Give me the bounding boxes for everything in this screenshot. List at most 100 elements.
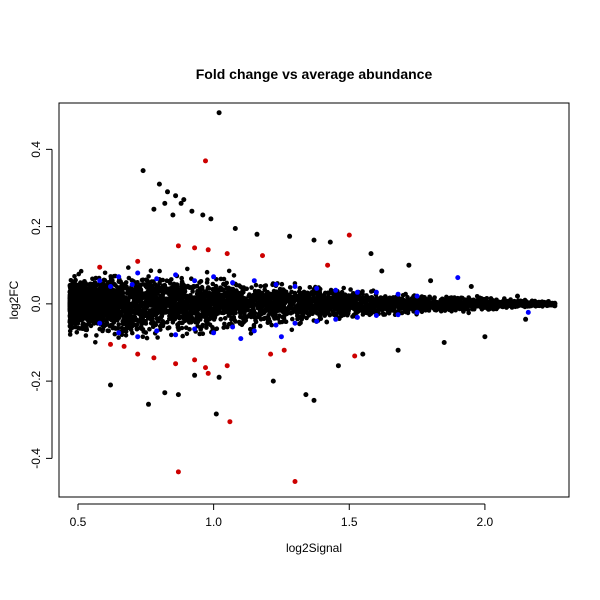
data-point — [140, 282, 146, 287]
data-point — [467, 302, 472, 308]
data-point — [466, 310, 472, 316]
data-point — [94, 333, 99, 338]
data-point — [317, 312, 322, 318]
data-point — [116, 330, 122, 336]
data-point — [325, 290, 331, 296]
data-point — [87, 299, 93, 305]
data-point — [298, 320, 303, 326]
data-point — [177, 296, 183, 302]
data-point — [165, 325, 171, 331]
data-point — [96, 312, 101, 318]
data-point — [72, 292, 78, 298]
data-point — [131, 308, 137, 314]
data-point — [253, 297, 258, 303]
data-point — [226, 298, 231, 303]
x-tick-label: 2.0 — [477, 515, 494, 529]
data-point — [373, 313, 379, 318]
data-point — [354, 289, 360, 295]
data-point — [182, 318, 188, 324]
data-point — [216, 110, 222, 116]
data-point — [548, 301, 553, 306]
data-point — [84, 327, 90, 333]
data-point — [190, 305, 195, 310]
data-point — [96, 293, 101, 298]
data-point — [195, 288, 201, 294]
data-point — [96, 299, 102, 305]
data-point — [335, 363, 341, 369]
data-point — [266, 298, 272, 304]
data-point — [303, 308, 308, 313]
data-point — [385, 300, 391, 306]
data-point — [102, 303, 107, 308]
data-point — [258, 284, 263, 289]
data-point — [164, 278, 170, 284]
data-point — [290, 309, 296, 315]
data-point — [196, 306, 201, 312]
y-axis-label: log2FC — [7, 280, 21, 319]
data-point — [154, 276, 160, 282]
data-point — [292, 320, 298, 326]
data-point — [204, 269, 210, 275]
data-point — [224, 251, 230, 257]
data-point — [508, 297, 513, 302]
data-point — [304, 315, 309, 321]
data-point — [194, 314, 199, 319]
data-point — [303, 392, 309, 398]
data-point — [221, 293, 227, 299]
data-point — [173, 290, 178, 296]
data-point — [360, 295, 366, 301]
data-point — [173, 193, 179, 199]
data-point — [234, 292, 240, 297]
data-point — [123, 333, 129, 338]
data-point — [442, 299, 447, 305]
data-point — [78, 268, 84, 274]
data-point — [307, 285, 313, 290]
data-point — [189, 314, 194, 320]
data-point — [156, 302, 161, 308]
data-point — [307, 305, 313, 311]
data-point — [462, 298, 468, 303]
data-point — [255, 314, 261, 320]
data-point — [341, 285, 347, 291]
data-point — [192, 278, 198, 284]
data-point — [486, 307, 491, 312]
data-point — [311, 237, 317, 243]
data-point — [134, 326, 140, 332]
data-point — [203, 365, 208, 371]
data-point — [179, 275, 184, 281]
data-point — [205, 277, 210, 283]
data-point — [327, 239, 333, 245]
data-point — [154, 328, 160, 334]
data-point — [69, 324, 75, 330]
data-point — [103, 287, 109, 293]
data-point — [405, 310, 411, 316]
data-point — [169, 297, 174, 303]
data-point — [143, 311, 149, 317]
data-point — [70, 282, 76, 287]
data-point — [491, 306, 496, 312]
data-point — [248, 314, 254, 320]
data-point — [126, 265, 131, 270]
data-point — [341, 293, 347, 299]
data-point — [218, 276, 224, 282]
data-point — [304, 303, 309, 309]
data-point — [373, 289, 379, 295]
data-point — [172, 310, 177, 315]
data-point — [438, 297, 444, 303]
data-point — [481, 302, 486, 307]
data-point — [399, 310, 405, 316]
data-point — [238, 314, 243, 320]
data-point — [351, 291, 356, 296]
data-point — [210, 281, 216, 287]
data-point — [90, 293, 96, 299]
data-point — [184, 331, 190, 337]
data-point — [151, 302, 157, 308]
data-point — [328, 303, 333, 309]
data-point — [176, 307, 181, 312]
data-point — [270, 378, 276, 384]
data-point — [93, 275, 99, 281]
y-tick-label: -0.4 — [29, 448, 43, 469]
data-point — [135, 270, 141, 276]
data-point — [156, 296, 162, 302]
data-point — [97, 278, 103, 284]
